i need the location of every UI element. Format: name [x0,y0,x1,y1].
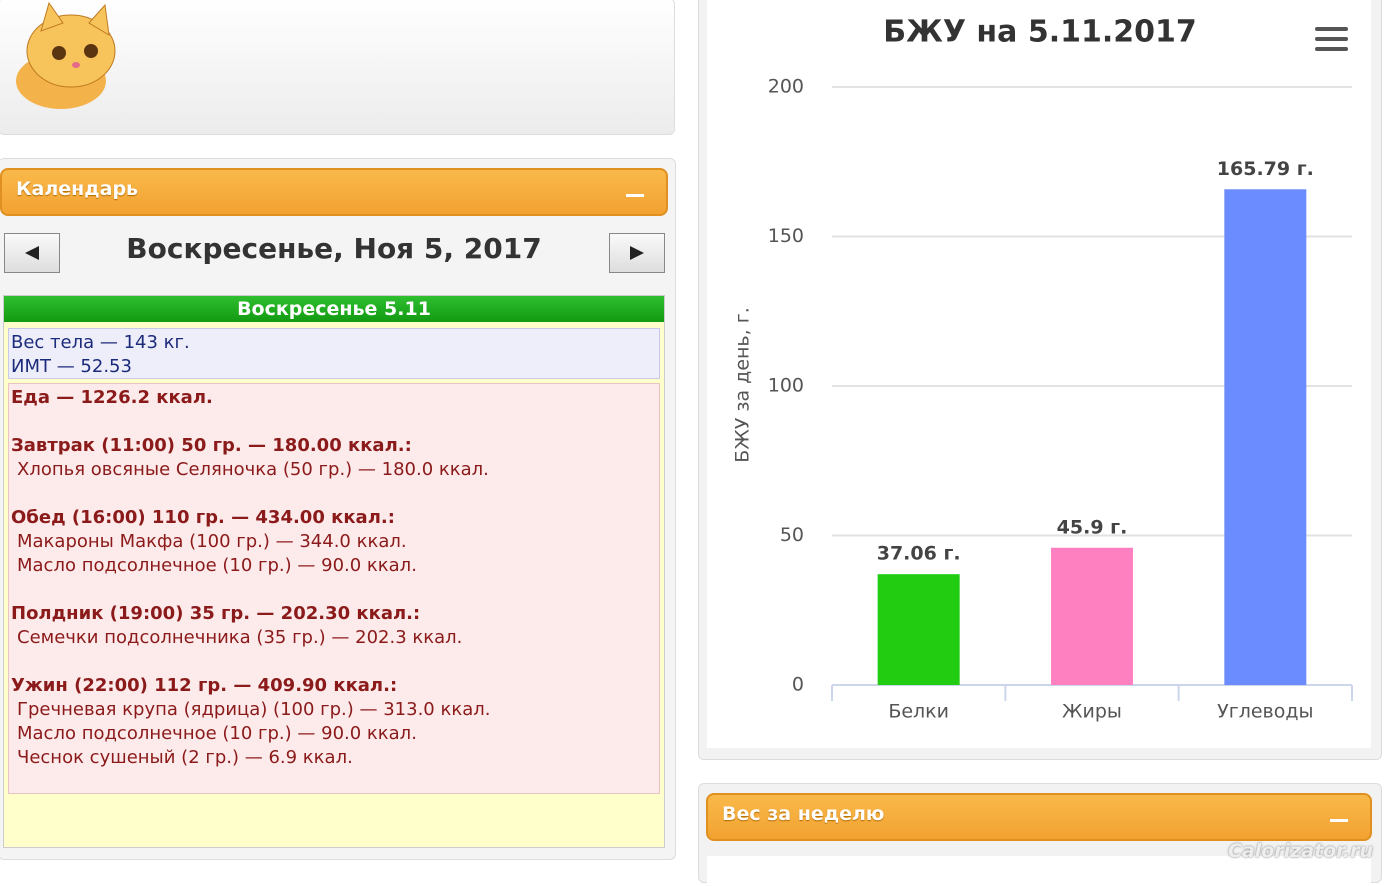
y-tick-label: 0 [792,674,804,696]
x-tick-label: Белки [888,701,949,723]
meal-title: Обед (16:00) 110 гр. — 434.00 ккал.: [11,507,395,528]
date-heading: Воскресенье, Ноя 5, 2017 [126,232,542,265]
bar [877,574,960,685]
y-tick-label: 200 [768,76,804,98]
value-label: 45.9 г. [1057,516,1128,538]
spacer [11,482,657,506]
collapse-icon[interactable] [626,194,644,197]
y-tick-label: 100 [768,375,804,397]
header-panel [0,0,675,135]
food-total: Еда — 1226.2 ккал. [11,387,213,408]
bar [1051,547,1133,685]
y-axis-label: БЖУ за день, г. [732,307,754,462]
y-tick-label: 50 [780,524,804,546]
next-button[interactable] [609,233,665,273]
value-label: 37.06 г. [877,543,961,565]
y-tick-label: 150 [768,225,804,247]
calendar-header[interactable]: Календарь [0,168,668,216]
cat-logo [16,1,116,109]
meal-item: Макароны Макфа (100 гр.) — 344.0 ккал. [17,531,407,552]
spacer [11,410,657,434]
menu-icon[interactable] [1315,27,1348,51]
meal-title: Полдник (19:00) 35 гр. — 202.30 ккал.: [11,603,421,624]
weight-week-title: Вес за неделю [722,803,885,825]
meal-item: Семечки подсолнечника (35 гр.) — 202.3 к… [17,627,463,648]
meal-item: Масло подсолнечное (10 гр.) — 90.0 ккал. [17,723,417,744]
x-tick-label: Жиры [1062,701,1122,723]
meal-item: Масло подсолнечное (10 гр.) — 90.0 ккал. [17,555,417,576]
prev-button[interactable] [4,233,60,273]
x-tick-label: Углеводы [1217,701,1313,723]
watermark: Calorizator.ru [1228,840,1374,862]
meal-item: Чеснок сушеный (2 гр.) — 6.9 ккал. [17,747,353,768]
spacer [11,650,657,674]
day-header: Воскресенье 5.11 [4,296,664,322]
weight-line: ИМТ — 52.53 [11,356,132,377]
food-box: Еда — 1226.2 ккал. Завтрак (11:00) 50 гр… [8,383,660,794]
weight-box: Вес тела — 143 кг. ИМТ — 52.53 [8,328,660,379]
spacer [11,578,657,602]
meal-title: Ужин (22:00) 112 гр. — 409.90 ккал.: [11,675,398,696]
value-label: 165.79 г. [1217,158,1314,180]
chart: БЖУ на 5.11.2017 БЖУ за день, г. 0 50 100 1… [707,0,1371,748]
weight-line: Вес тела — 143 кг. [11,332,190,353]
bar [1224,189,1307,685]
meal-title: Завтрак (11:00) 50 гр. — 180.00 ккал.: [11,435,412,456]
weight-week-header[interactable]: Вес за неделю [706,793,1372,841]
calendar-title: Календарь [16,178,139,200]
meal-item: Хлопья овсяные Селяночка (50 гр.) — 180.… [17,459,489,480]
chart-title: БЖУ на 5.11.2017 [883,15,1197,50]
collapse-icon[interactable] [1330,819,1348,822]
meal-item: Гречневая крупа (ядрица) (100 гр.) — 313… [17,699,491,720]
